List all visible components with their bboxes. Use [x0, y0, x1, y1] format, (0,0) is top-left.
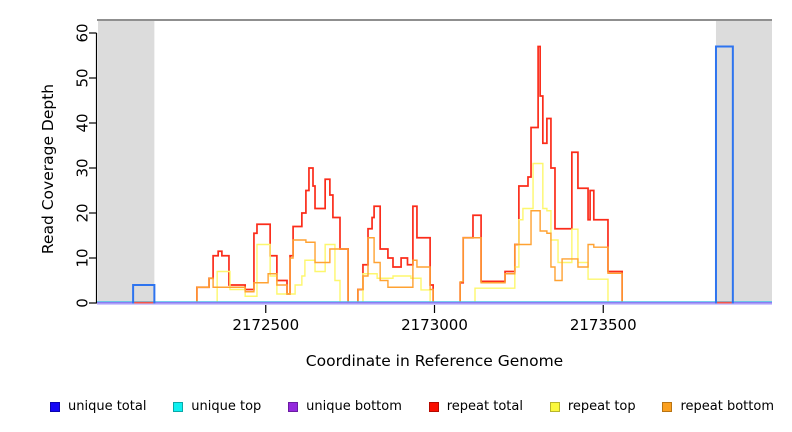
series-repeat-total: [196, 45, 623, 304]
series-unique-total-box: [132, 284, 156, 304]
y-tick-label: 60: [74, 23, 92, 42]
y-tick-label: 40: [74, 113, 92, 132]
legend-item: unique bottom: [288, 399, 402, 414]
legend-label: repeat bottom: [680, 399, 774, 414]
legend-item: unique top: [173, 399, 261, 414]
legend-swatch-icon: [50, 401, 60, 412]
legend-item: repeat bottom: [662, 399, 774, 414]
shaded-region: [98, 20, 155, 303]
y-tick-label: 30: [74, 158, 92, 177]
series-unique-total-box: [714, 45, 734, 304]
y-tick-label: 20: [74, 203, 92, 222]
legend-swatch-icon: [549, 401, 560, 412]
legend-label: unique top: [191, 399, 262, 414]
legend-item: repeat top: [549, 399, 636, 414]
y-tick-label: 50: [74, 68, 92, 87]
legend-label: unique total: [68, 399, 147, 414]
y-tick-label: 0: [74, 298, 92, 308]
legend-swatch-icon: [428, 401, 439, 412]
legend-item: unique total: [50, 399, 146, 414]
legend-label: repeat top: [567, 399, 636, 414]
series-repeat-bottom: [196, 210, 623, 304]
y-axis-label: Read Coverage Depth: [39, 83, 57, 255]
x-tick-label: 2173000: [401, 316, 468, 334]
legend-swatch-icon: [173, 401, 184, 412]
x-tick-label: 2172500: [232, 316, 299, 334]
legend-label: unique bottom: [306, 399, 402, 414]
legend-item: repeat total: [428, 399, 523, 414]
legend-swatch-icon: [288, 401, 299, 412]
y-tick-label: 10: [74, 248, 92, 267]
legend-swatch-icon: [662, 401, 673, 412]
x-tick-label: 2173500: [570, 316, 637, 334]
x-axis-label: Coordinate in Reference Genome: [305, 352, 564, 370]
legend: unique total unique top unique bottom repea…: [50, 399, 774, 414]
legend-label: repeat total: [446, 399, 523, 414]
shaded-region: [715, 20, 772, 303]
coverage-chart: 0 10 20 30 40 50 60 2172500 2173000 2173500: [74, 19, 772, 334]
